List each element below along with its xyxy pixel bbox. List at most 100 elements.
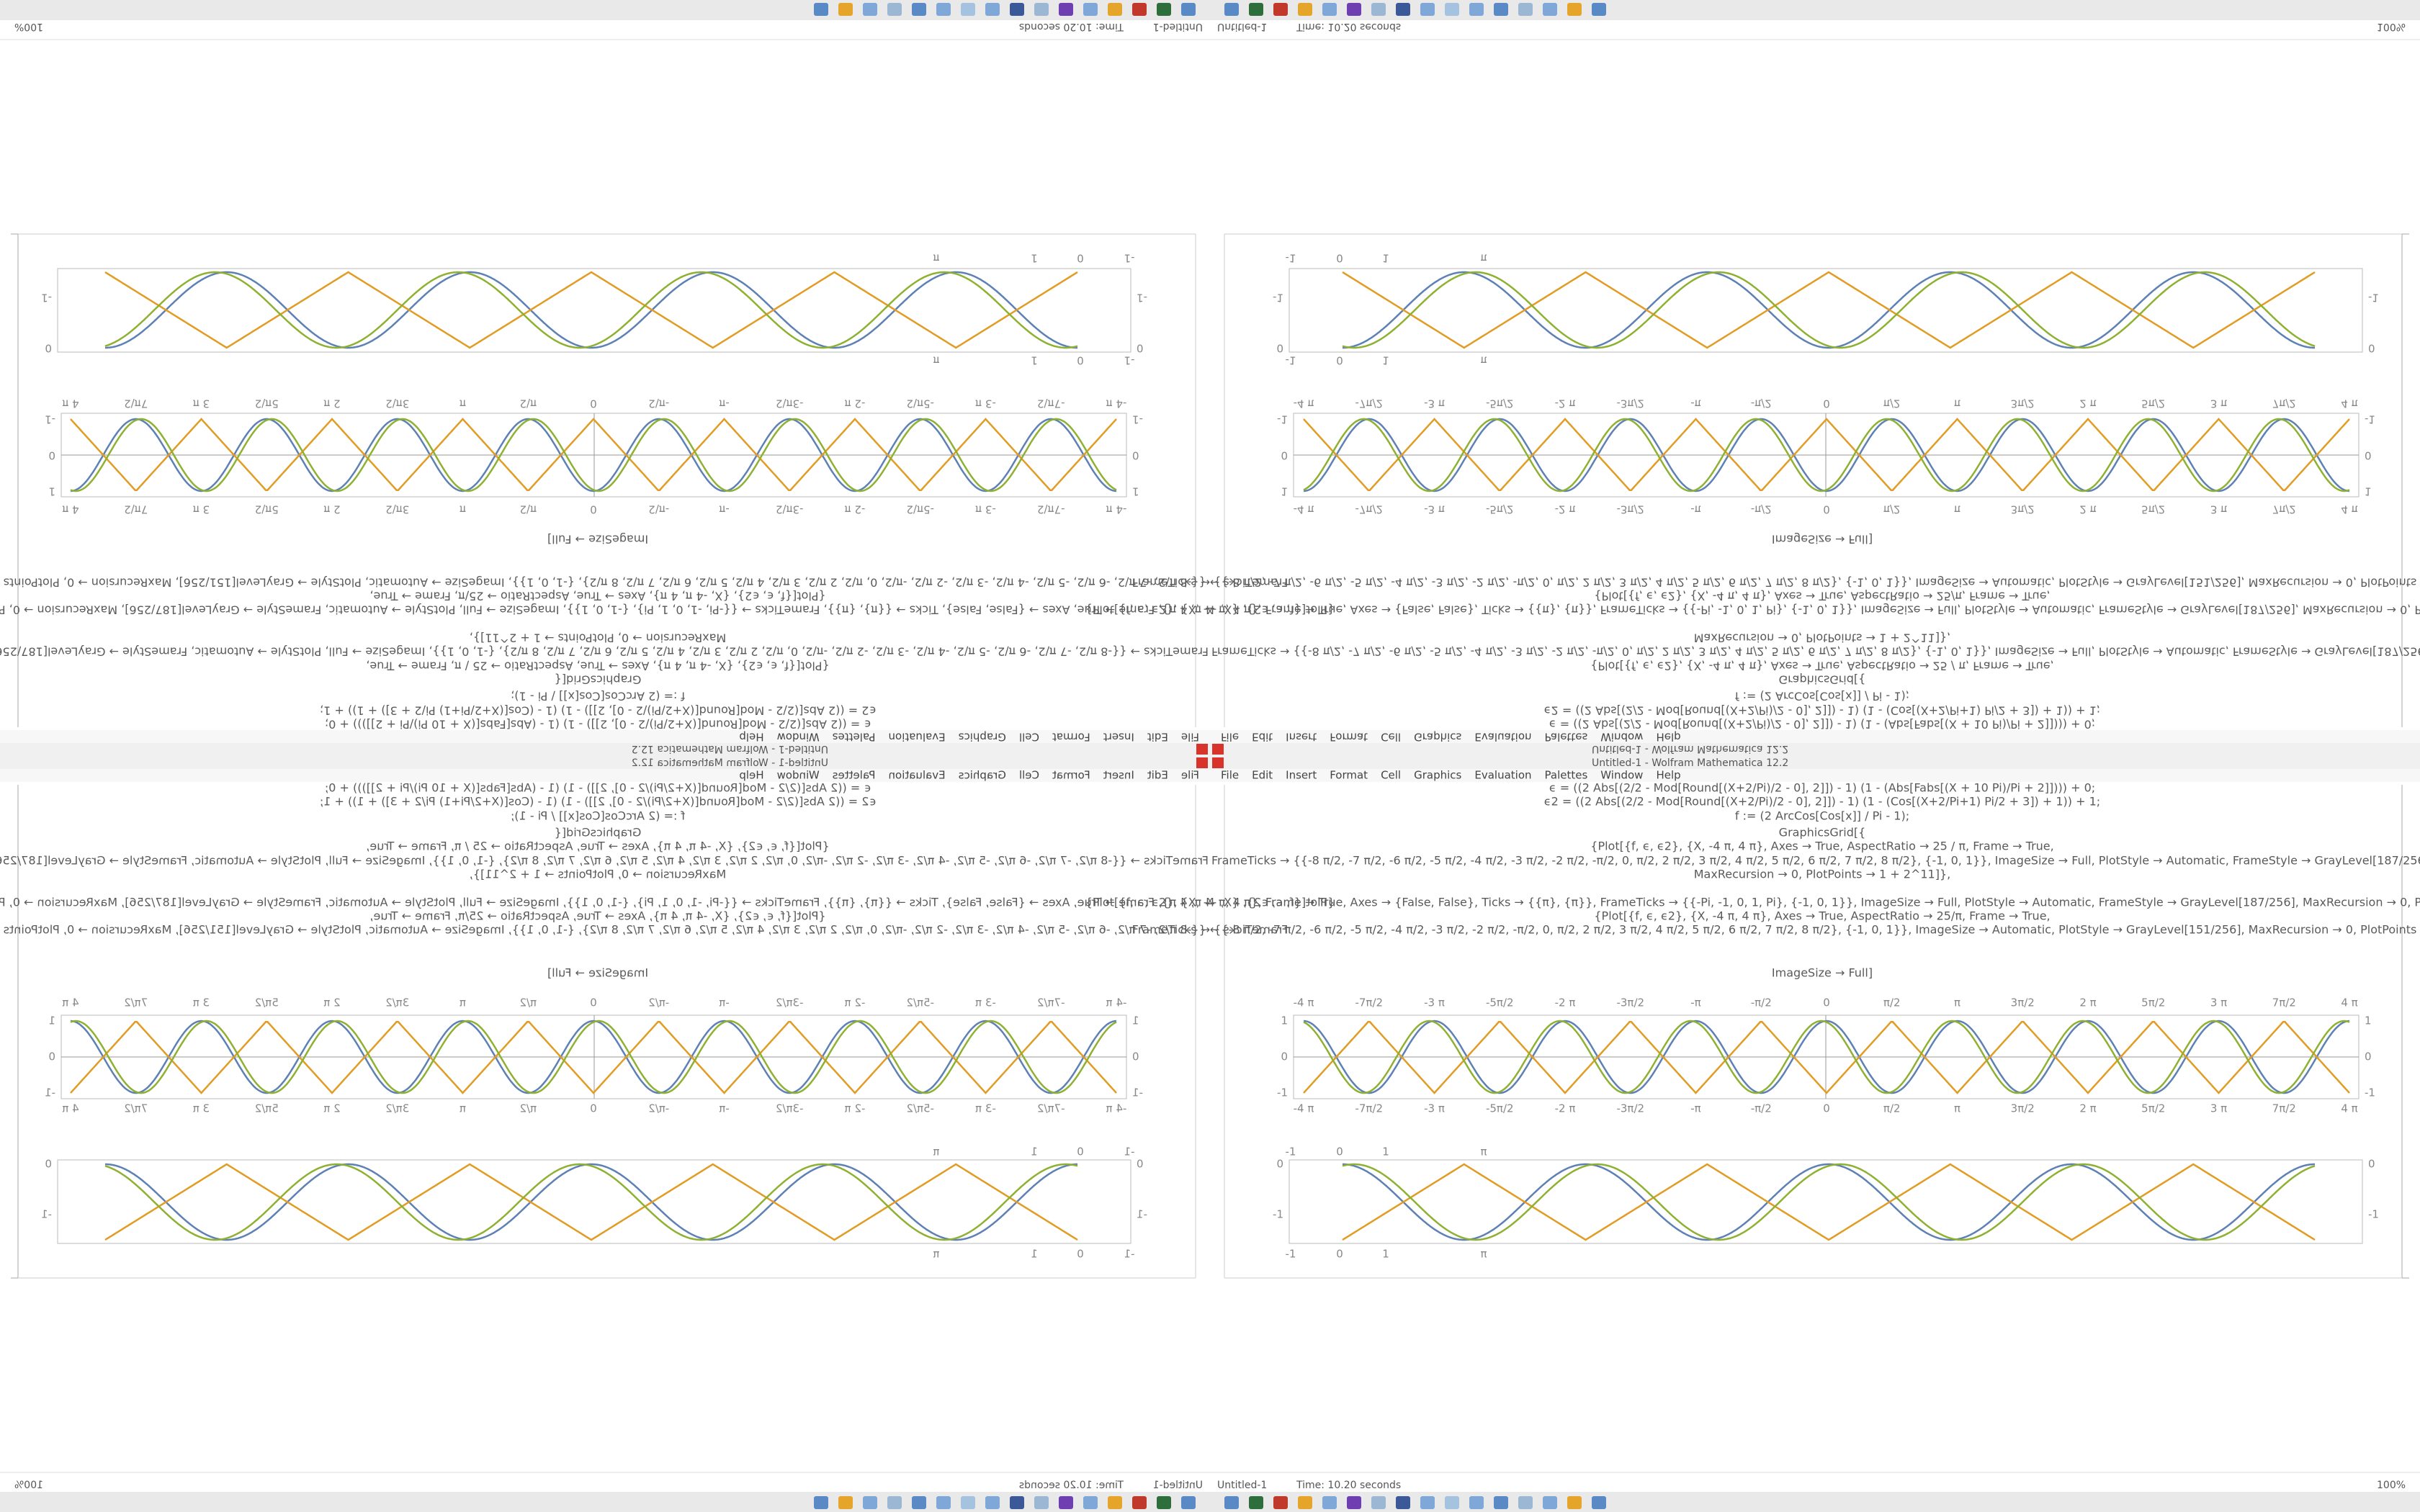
- x-tick-label: -4 π: [1294, 1102, 1314, 1115]
- x-tick-label: 0: [1823, 996, 1830, 1009]
- x-tick-label: -3π/2: [1616, 996, 1644, 1009]
- plots: -4 π -4 π -7π/2 -7π/2 -3 π -3 π -5π/2 -5π/2 -2 π…: [1273, 996, 2379, 1261]
- code-line: {Plot[{f, ϵ, ϵ2}, {X, -4 π, 4 π}, Axes →…: [1590, 840, 2053, 853]
- x-tick-label: π/2: [1883, 996, 1901, 1009]
- x-tick-label: π: [1480, 1248, 1487, 1261]
- menu-item[interactable]: Window: [1600, 769, 1643, 782]
- x-tick-label: 3 π: [2210, 1102, 2227, 1115]
- menu: File Edit Insert Format Cell Graphics Evaluati…: [1221, 769, 1681, 782]
- x-tick-label: 4 π: [2341, 996, 2357, 1009]
- taskbar-icon[interactable]: [1494, 1496, 1508, 1509]
- menu-item[interactable]: Help: [1656, 769, 1680, 782]
- x-tick-label: 2 π: [2079, 1102, 2096, 1115]
- plot-curve: [1342, 1163, 2316, 1241]
- taskbar-icon[interactable]: [1347, 1496, 1361, 1509]
- status-name: Untitled-1: [1217, 1480, 1267, 1491]
- x-tick-label: -5π/2: [1486, 996, 1514, 1009]
- x-tick-label: 1: [1382, 1146, 1389, 1158]
- menu-item[interactable]: File: [1221, 769, 1239, 782]
- menu-item[interactable]: Evaluation: [1474, 769, 1531, 782]
- taskbar-icon[interactable]: [1592, 1496, 1606, 1509]
- y-tick-label: 0: [1281, 1050, 1288, 1063]
- taskbar-icon[interactable]: [1249, 1496, 1263, 1509]
- taskbar-icon[interactable]: [1543, 1496, 1557, 1509]
- plot-curve: [1303, 1020, 2350, 1094]
- x-tick-label: -2 π: [1555, 1102, 1576, 1115]
- x-tick-label: -5π/2: [1486, 1102, 1514, 1115]
- x-tick-label: -1: [1286, 1146, 1296, 1158]
- menu-item[interactable]: Graphics: [1414, 769, 1461, 782]
- x-tick-label: π/2: [1883, 1102, 1901, 1115]
- code-line: FrameTicks → {{-8 π/2, -7 π/2, -6 π/2, -…: [1211, 854, 2420, 868]
- code-line: ϵ = ((2 Abs[(2/2 - Mod[Round[(X+2/Pi)/2 …: [1549, 781, 2095, 795]
- x-tick-label: 0: [1823, 1102, 1830, 1115]
- x-tick-label: -7π/2: [1355, 996, 1383, 1009]
- x-tick-label: -π: [1690, 996, 1700, 1009]
- code-line: FrameTicks → {{-8 π/2, -7 π/2, -6 π/2, -…: [1132, 923, 2420, 937]
- x-tick-label: 2 π: [2079, 996, 2096, 1009]
- x-tick-label: 3 π: [2210, 996, 2227, 1009]
- code-cell: ϵ = ((2 Abs[(2/2 - Mod[Round[(X+2/Pi)/2 …: [1085, 781, 2420, 980]
- menu-item[interactable]: Palettes: [1545, 769, 1588, 782]
- code-line: MaxRecursion → 0, PlotPoints → 1 + 2^11]…: [1694, 868, 1950, 881]
- mirror-left: [0, 755, 1336, 1512]
- x-tick-label: -1: [1286, 1248, 1296, 1261]
- x-tick-label: -π/2: [1751, 996, 1772, 1009]
- taskbar-icon[interactable]: [1396, 1496, 1410, 1509]
- window-title: Untitled-1 - Wolfram Mathematica 12.2: [1592, 757, 1788, 769]
- x-tick-label: 1: [1382, 1248, 1389, 1261]
- code-line: ImageSize → Full]: [1772, 966, 1873, 980]
- x-tick-label: 3π/2: [2011, 1102, 2035, 1115]
- taskbar-icon[interactable]: [1371, 1496, 1386, 1509]
- x-tick-label: -2 π: [1555, 996, 1576, 1009]
- taskbar-icon[interactable]: [1420, 1496, 1435, 1509]
- x-tick-label: 0: [1336, 1248, 1343, 1261]
- y-tick-label: -1: [1277, 1086, 1288, 1099]
- x-tick-label: 0: [1336, 1146, 1343, 1158]
- plot-curve: [1342, 1163, 2316, 1241]
- y-tick-label: 0: [2365, 1050, 2372, 1063]
- x-tick-label: -π: [1690, 1102, 1700, 1115]
- y-tick-label: 0: [1276, 1158, 1283, 1171]
- menu-item[interactable]: Edit: [1252, 769, 1273, 782]
- code-line: f := (2 ArcCos[Cos[x]] / Pi - 1);: [1735, 809, 1909, 823]
- x-tick-label: π: [1954, 996, 1960, 1009]
- menu-item[interactable]: Cell: [1381, 769, 1401, 782]
- x-tick-label: -3 π: [1424, 1102, 1445, 1115]
- x-tick-label: π: [1954, 1102, 1960, 1115]
- taskbar-icon[interactable]: [1224, 1496, 1239, 1509]
- quadrant: Untitled-1 - Wolfram Mathematica 12.2 Fi…: [1085, 756, 2420, 1512]
- taskbar-icon[interactable]: [1567, 1496, 1582, 1509]
- taskbar-icon[interactable]: [1518, 1496, 1533, 1509]
- plot-curve: [1343, 1163, 2315, 1241]
- y-tick-label: -1: [1273, 1208, 1283, 1221]
- taskbar-icon[interactable]: [1469, 1496, 1484, 1509]
- taskbar-icon[interactable]: [1322, 1496, 1337, 1509]
- y-tick-label: 1: [2365, 1014, 2372, 1027]
- x-tick-label: 7π/2: [2272, 1102, 2296, 1115]
- x-tick-label: -π/2: [1751, 1102, 1772, 1115]
- code-line: {Plot[{f, ϵ, ϵ2}, {X, -4 π, 4 π}, Frame …: [1085, 896, 2420, 909]
- taskbar-icon[interactable]: [1298, 1496, 1312, 1509]
- taskbar: [1210, 1492, 2420, 1512]
- x-tick-label: -3 π: [1424, 996, 1445, 1009]
- y-tick-label: -1: [2365, 1086, 2375, 1099]
- taskbar-icon[interactable]: [1445, 1496, 1459, 1509]
- y-tick-label: 1: [1281, 1014, 1288, 1027]
- menu-bar: [1210, 769, 2420, 782]
- x-tick-label: 4 π: [2341, 1102, 2357, 1115]
- y-tick-label: -1: [2368, 1208, 2379, 1221]
- plot-frame: [1289, 1159, 2363, 1244]
- taskbar-icon[interactable]: [1273, 1496, 1288, 1509]
- plot-curve: [1303, 1021, 2350, 1094]
- code-line: GraphicsGrid[{: [1779, 826, 1866, 840]
- taskbar-icons: [1224, 1496, 1606, 1509]
- code-line: ϵ2 = ((2 Abs[(2/2 - Mod[Round[(X+2/Pi)/2…: [1544, 795, 2100, 809]
- mirror-top: [1084, 0, 2420, 757]
- close-button[interactable]: [1212, 757, 1224, 768]
- x-tick-label: -7π/2: [1355, 1102, 1383, 1115]
- code-line: {Plot[{f, ϵ, ϵ2}, {X, -4 π, 4 π}, Axes →…: [1594, 909, 2050, 923]
- menu-item[interactable]: Insert: [1286, 769, 1317, 782]
- menu-item[interactable]: Format: [1330, 769, 1368, 782]
